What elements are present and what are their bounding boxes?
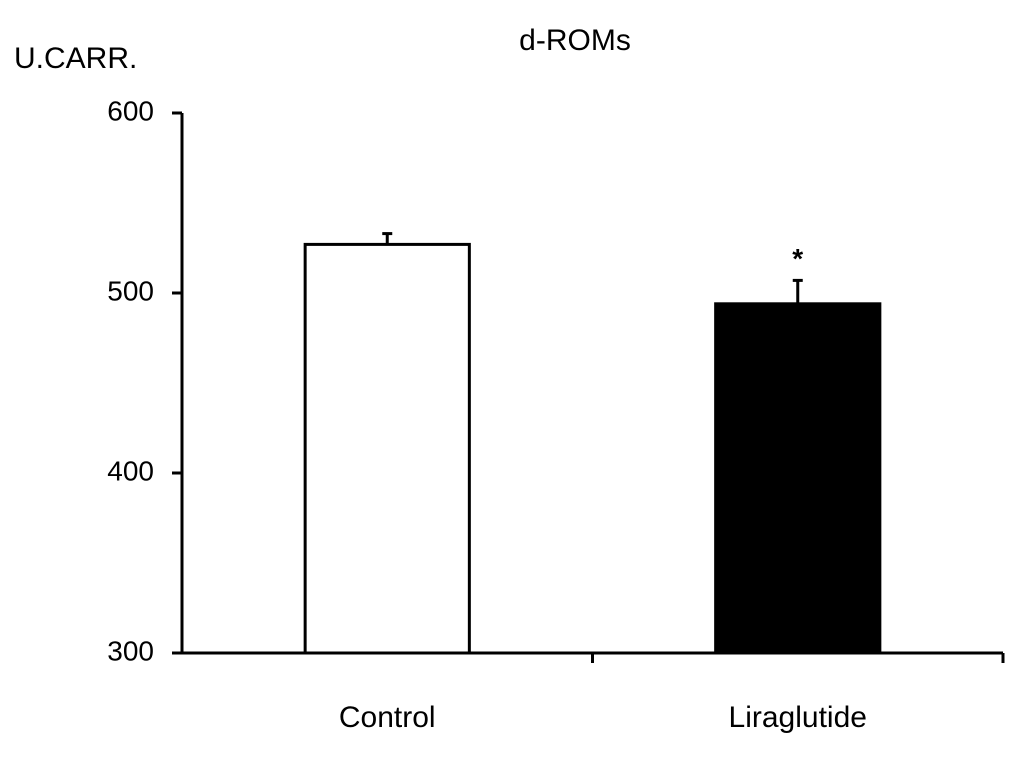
bar xyxy=(714,302,882,655)
error-bar xyxy=(382,232,393,245)
y-tick-label: 500 xyxy=(107,275,154,306)
y-tick-label: 400 xyxy=(107,455,154,486)
x-tick-label: Liraglutide xyxy=(729,701,867,734)
chart-title: d-ROMs xyxy=(519,24,631,57)
error-bar xyxy=(792,278,803,304)
y-tick-label: 300 xyxy=(107,635,154,666)
bar xyxy=(303,242,471,655)
x-tick-label: Control xyxy=(339,701,436,734)
y-tick-label: 600 xyxy=(107,95,154,126)
annotation: * xyxy=(792,243,803,274)
y-axis-label: U.CARR. xyxy=(14,42,137,75)
